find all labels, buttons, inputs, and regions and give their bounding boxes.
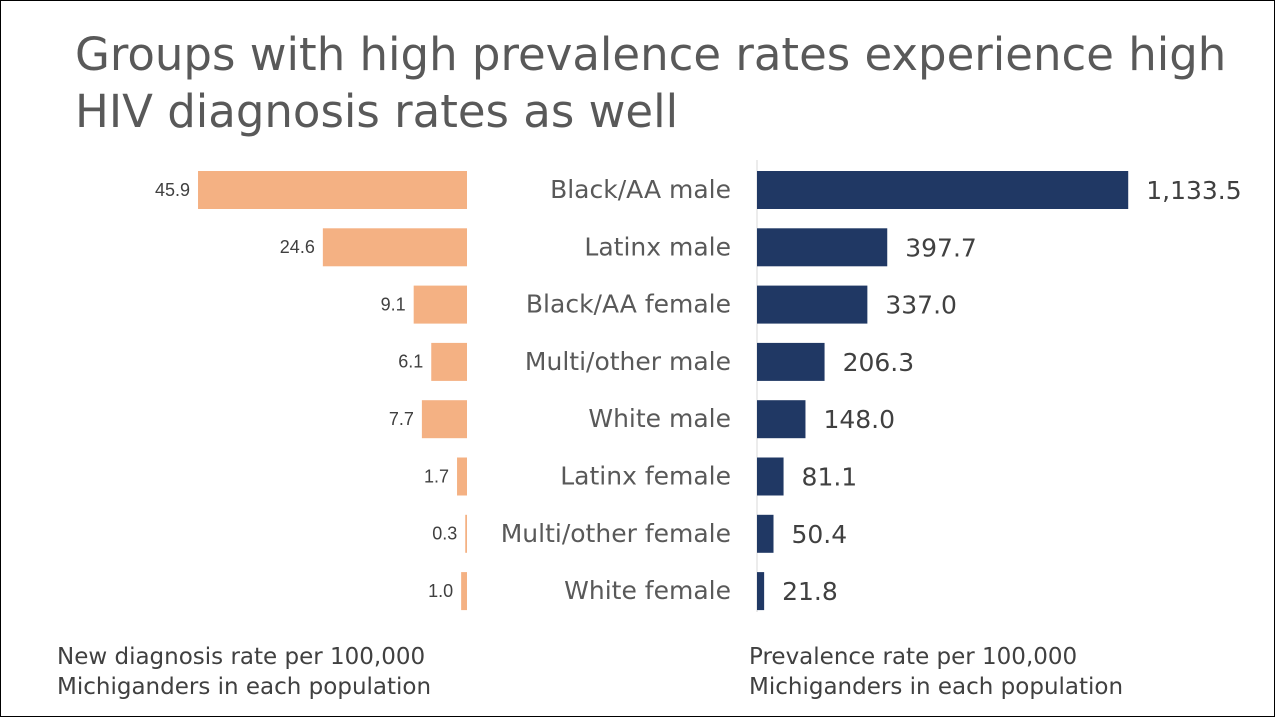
value-label: 6.1 (398, 352, 423, 372)
bar (757, 400, 806, 439)
value-label: 50.4 (792, 520, 848, 549)
bar (757, 457, 784, 496)
value-label: 206.3 (843, 348, 915, 377)
slide-title: Groups with high prevalence rates experi… (75, 28, 1227, 138)
bar (431, 342, 467, 381)
bar (757, 514, 774, 553)
bar (465, 514, 467, 553)
value-label: 21.8 (782, 577, 838, 606)
value-label: 0.3 (432, 524, 457, 544)
x-axis-label: Prevalence rate per 100,000 Michiganders… (749, 644, 1124, 700)
value-label: 81.1 (802, 463, 858, 492)
bar (421, 400, 467, 439)
value-label: 45.9 (155, 180, 190, 200)
category-label: White female (564, 576, 731, 605)
bar (757, 285, 868, 324)
value-label: 7.7 (389, 409, 414, 429)
value-label: 1.7 (424, 466, 449, 486)
bar (198, 171, 467, 209)
category-label: Latinx male (584, 232, 731, 261)
value-label: 24.6 (280, 237, 315, 257)
category-label: Black/AA male (550, 175, 731, 204)
value-label: 148.0 (823, 405, 895, 434)
value-label: 1,133.5 (1146, 176, 1241, 205)
category-label: Multi/other male (525, 347, 731, 376)
bar (757, 171, 1129, 209)
bar (461, 572, 467, 611)
bar (757, 342, 825, 381)
bar (322, 228, 467, 267)
value-label: 9.1 (381, 294, 406, 314)
bar (757, 228, 888, 267)
category-label: Multi/other female (501, 519, 731, 548)
category-label: Black/AA female (526, 290, 731, 319)
value-label: 337.0 (885, 291, 957, 320)
bar (457, 457, 467, 496)
value-label: 1.0 (428, 581, 453, 601)
bar (413, 285, 467, 324)
category-label: Latinx female (560, 462, 731, 491)
category-label: White male (588, 404, 731, 433)
value-label: 397.7 (905, 233, 977, 262)
x-axis-label: New diagnosis rate per 100,000 Michigand… (57, 644, 432, 700)
bar (757, 572, 765, 611)
